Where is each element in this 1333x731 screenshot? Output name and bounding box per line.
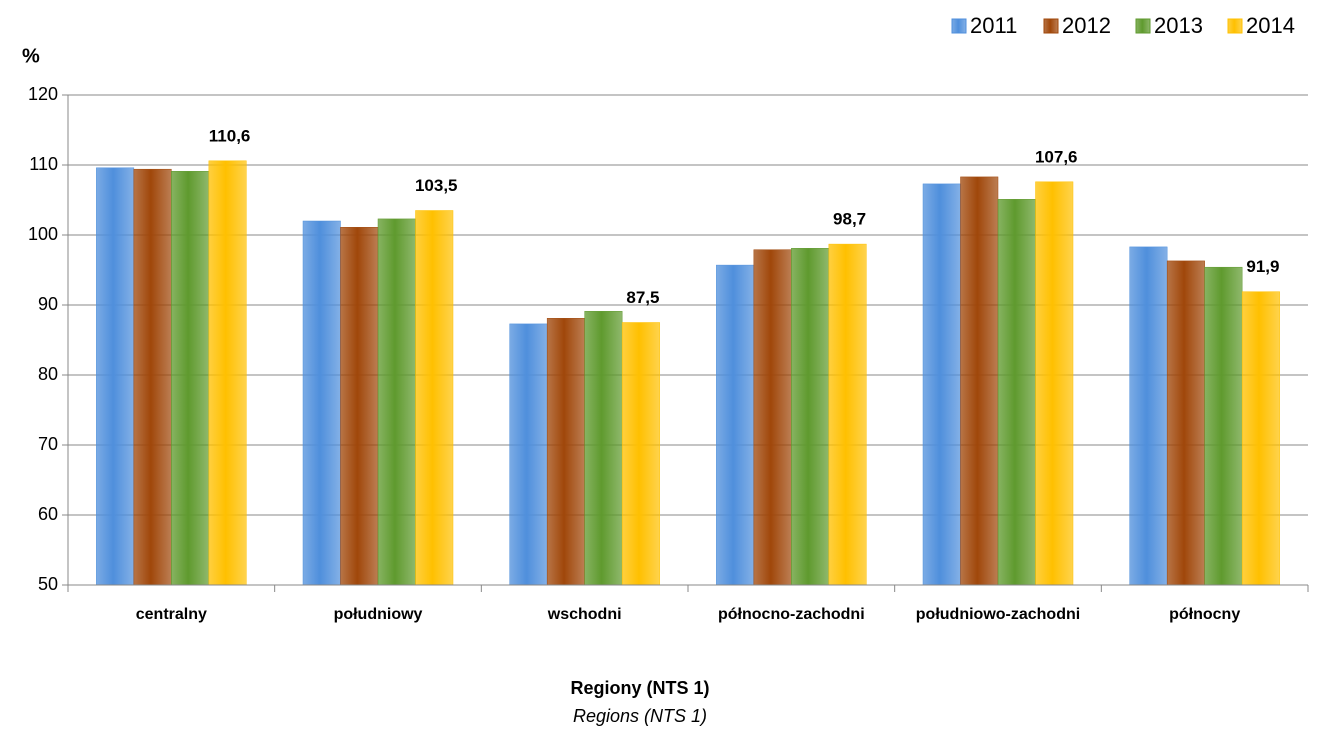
value-label: 103,5 <box>415 176 458 195</box>
bar <box>960 176 999 586</box>
bar <box>377 218 416 586</box>
bar <box>208 160 247 586</box>
x-tick-label: północny <box>1169 606 1240 623</box>
value-label: 98,7 <box>833 210 866 229</box>
bar <box>96 167 135 586</box>
bar <box>621 322 660 586</box>
x-tick-label: centralny <box>136 606 207 623</box>
legend-swatch <box>1043 18 1059 34</box>
bar <box>828 243 867 586</box>
legend-swatch <box>1227 18 1243 34</box>
value-label: 91,9 <box>1246 257 1279 276</box>
bar <box>302 220 341 586</box>
y-tick-label: 70 <box>38 434 58 454</box>
bar <box>997 199 1036 586</box>
x-tick-label: południowo-zachodni <box>916 606 1080 623</box>
bar <box>753 249 792 586</box>
y-tick-label: 60 <box>38 504 58 524</box>
bar <box>716 264 755 586</box>
bar <box>1166 260 1205 586</box>
bar <box>584 311 623 586</box>
y-tick-label: 110 <box>29 154 58 174</box>
bar <box>509 323 548 586</box>
bar <box>340 227 379 586</box>
x-tick-label: południowy <box>334 606 423 623</box>
bar <box>546 318 585 586</box>
y-tick-label: 120 <box>28 84 58 104</box>
value-label: 87,5 <box>626 288 659 307</box>
x-axis-label: Regiony (NTS 1) <box>570 678 709 698</box>
value-label: 107,6 <box>1035 147 1078 166</box>
bar <box>171 171 210 586</box>
legend-label: 2013 <box>1154 13 1203 38</box>
bar <box>791 248 830 586</box>
x-tick-label: północno-zachodni <box>718 606 865 623</box>
x-axis-label-en: Regions (NTS 1) <box>573 706 707 726</box>
legend-label: 2012 <box>1062 13 1111 38</box>
bar <box>415 210 454 586</box>
bar <box>1241 291 1280 586</box>
bar <box>1204 266 1243 586</box>
bar <box>1129 246 1168 586</box>
legend-swatch <box>951 18 967 34</box>
bar <box>1035 181 1074 586</box>
legend-label: 2014 <box>1246 13 1295 38</box>
y-tick-label: 100 <box>28 224 58 244</box>
legend-swatch <box>1135 18 1151 34</box>
y-axis-label: % <box>22 45 40 67</box>
y-tick-label: 90 <box>38 294 58 314</box>
y-tick-label: 50 <box>38 574 58 594</box>
bar <box>922 183 961 586</box>
bar <box>133 168 172 586</box>
y-tick-label: 80 <box>38 364 58 384</box>
value-label: 110,6 <box>209 126 251 145</box>
legend-label: 2011 <box>970 13 1017 38</box>
x-tick-label: wschodni <box>547 606 622 623</box>
